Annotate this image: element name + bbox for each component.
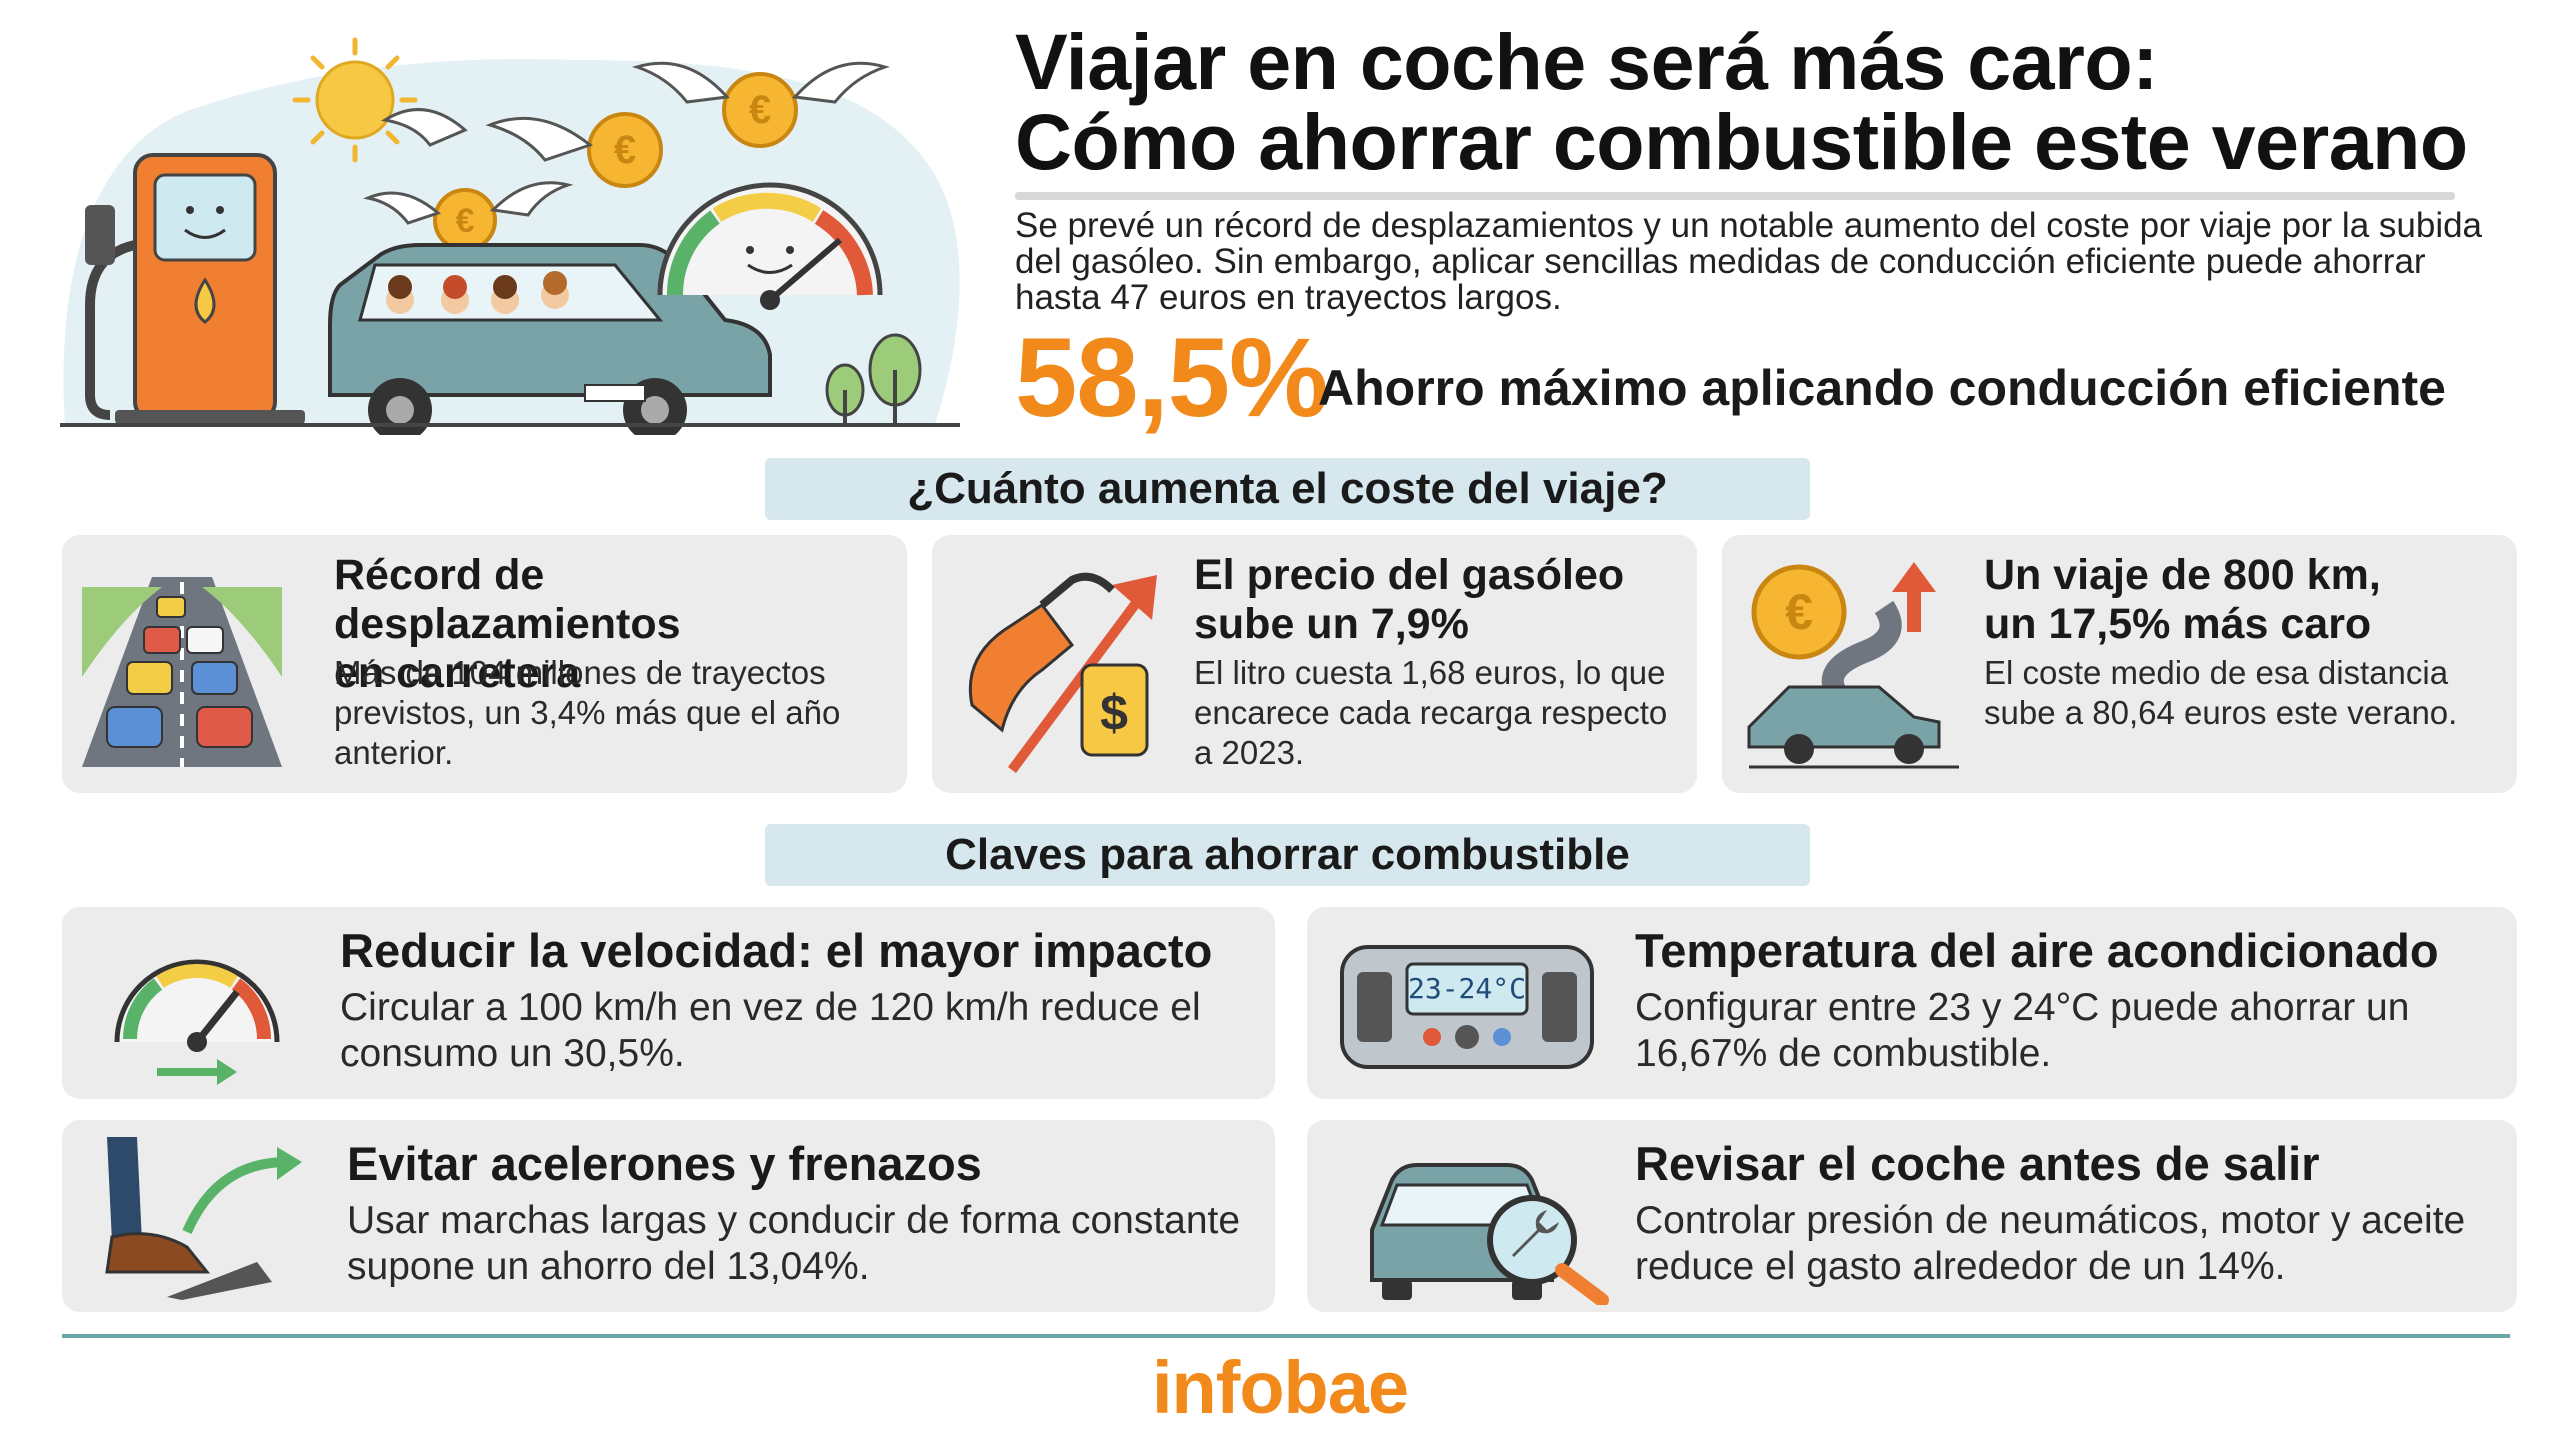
traffic-road-icon: [82, 577, 282, 767]
svg-text:$: $: [1100, 685, 1128, 741]
footer-divider: [62, 1334, 2510, 1338]
card-check-car: Revisar el coche antes de salir Controla…: [1307, 1120, 2517, 1312]
card-800km-trip: € Un viaje de 800 km, un 17,5% más caro …: [1722, 535, 2517, 793]
card-title: El precio del gasóleo sube un 7,9%: [1194, 551, 1625, 648]
page-title: Viajar en coche será más caro: Cómo ahor…: [1015, 22, 2515, 182]
hero-illustration: € € €: [60, 37, 960, 435]
card-title: Evitar acelerones y frenazos: [347, 1137, 982, 1190]
speedometer-icon: [114, 959, 280, 1085]
fuel-pump-icon: [85, 153, 305, 424]
intro-text: Se prevé un récord de desplazamientos y …: [1015, 206, 2483, 317]
card-record-trips: Récord de desplazamientos en carretera M…: [62, 535, 907, 793]
sun-icon: [292, 37, 418, 163]
card-air-conditioning: 23-24°C Temperatura del aire acondiciona…: [1307, 907, 2517, 1099]
air-conditioning-icon: 23-24°C: [1340, 945, 1594, 1069]
euro-trip-icon: €: [1747, 562, 1959, 769]
card-body: Configurar entre 23 y 24°C puede ahorrar…: [1635, 986, 2410, 1075]
card-title: Récord de desplazamientos en carretera: [334, 551, 681, 697]
card-body: Controlar presión de neumáticos, motor y…: [1635, 1199, 2466, 1288]
card-body: El litro cuesta 1,68 euros, lo que encar…: [1194, 654, 1668, 771]
card-diesel-price: $ El precio del gasóleo sube un 7,9% El …: [932, 535, 1697, 793]
card-title: Revisar el coche antes de salir: [1635, 1137, 2320, 1190]
flying-coin-icon: €: [632, 61, 890, 148]
card-body: El coste medio de esa distancia sube a 8…: [1984, 654, 2458, 731]
title-line-2: Cómo ahorrar combustible este verano: [1015, 97, 2468, 186]
card-body: Usar marchas largas y conducir de forma …: [347, 1199, 1241, 1288]
title-line-1: Viajar en coche será más caro:: [1015, 17, 2158, 106]
tree-icon: [825, 333, 922, 425]
card-body: Circular a 100 km/h en vez de 120 km/h r…: [340, 986, 1201, 1075]
svg-text:€: €: [456, 202, 475, 240]
svg-text:€: €: [749, 88, 771, 132]
svg-text:€: €: [614, 128, 636, 172]
pedal-icon: [105, 1137, 302, 1300]
big-stat-label: Ahorro máximo aplicando conducción efici…: [1318, 360, 2446, 416]
flying-coin-icon: €: [380, 108, 663, 188]
flying-coin-icon: €: [362, 181, 574, 252]
card-reduce-speed: Reducir la velocidad: el mayor impacto C…: [62, 907, 1275, 1099]
svg-text:€: €: [1785, 584, 1813, 640]
card-body: Más de 104 millones de trayectos previst…: [334, 654, 841, 771]
ac-display-text: 23-24°C: [1408, 972, 1526, 1005]
title-divider: [1015, 192, 2455, 200]
card-avoid-acceleration: Evitar acelerones y frenazos Usar marcha…: [62, 1120, 1275, 1312]
section-heading-cost: ¿Cuánto aumenta el coste del viaje?: [765, 458, 1810, 520]
section-heading-savings: Claves para ahorrar combustible: [765, 824, 1810, 886]
fuel-gauge-icon: [657, 182, 883, 310]
car-inspection-icon: [1370, 1163, 1609, 1305]
infobae-logo: infobae: [1151, 1346, 1409, 1429]
big-stat-value: 58,5%: [1015, 315, 1329, 440]
card-title: Temperatura del aire acondicionado: [1635, 924, 2439, 977]
fuel-price-icon: $: [968, 572, 1157, 773]
card-title: Reducir la velocidad: el mayor impacto: [340, 924, 1213, 977]
card-title: Un viaje de 800 km, un 17,5% más caro: [1984, 551, 2381, 648]
